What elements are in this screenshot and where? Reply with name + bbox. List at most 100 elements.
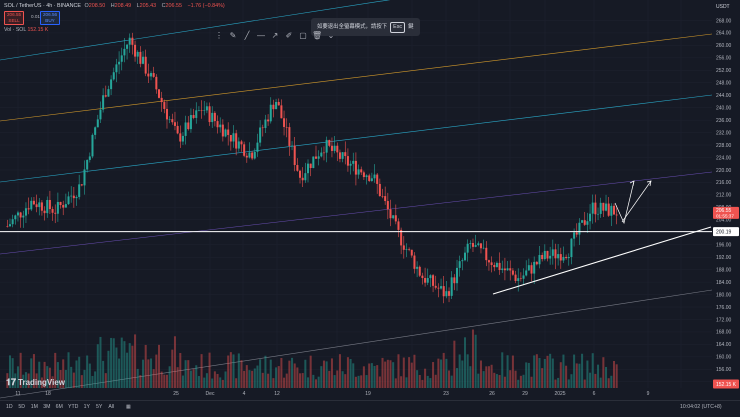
candle-body — [527, 265, 530, 271]
symbol-title[interactable]: SOL / TetherUS · 4h · BINANCE — [4, 3, 81, 9]
buy-button[interactable]: 206.56 BUY — [40, 11, 61, 25]
calendar-icon[interactable]: ▦ — [126, 404, 131, 410]
price-tick-label: 192.00 — [716, 255, 732, 261]
volume-bar — [328, 370, 331, 388]
candle-body — [99, 109, 102, 120]
candle-body — [304, 173, 307, 181]
candle-body — [602, 202, 605, 211]
pen-icon[interactable]: ✎ — [229, 31, 237, 40]
timeframe-1y[interactable]: 1Y — [83, 404, 90, 410]
candle-body — [208, 106, 211, 123]
volume-bar — [62, 359, 65, 388]
time-tick-label: 26 — [489, 391, 495, 397]
candle-body — [477, 243, 480, 246]
sell-button[interactable]: 206.55 SELL — [4, 11, 25, 25]
candle-body — [530, 265, 533, 274]
timeframe-1m[interactable]: 1M — [30, 404, 39, 410]
ray-icon[interactable]: ↗ — [271, 31, 279, 40]
price-tick-label: 224.00 — [716, 155, 732, 161]
candle-body — [27, 208, 30, 210]
candle-body — [94, 127, 97, 135]
volume-bar — [8, 355, 12, 388]
candle-body — [8, 224, 12, 227]
volume-value: 152.15 K — [27, 27, 49, 33]
candle-body — [256, 142, 259, 152]
candle-body — [479, 243, 482, 249]
candle-body — [189, 115, 192, 130]
currency-label[interactable]: USDT — [716, 4, 730, 10]
line-icon[interactable]: ╱ — [244, 31, 250, 40]
volume-bar — [487, 366, 490, 388]
volume-bar — [530, 376, 533, 388]
channel-line-purple — [0, 171, 713, 255]
trash-icon[interactable]: 🗑 — [312, 31, 323, 40]
candle-body — [357, 169, 360, 175]
timeframe-ytd[interactable]: YTD — [68, 404, 79, 410]
collapse-icon[interactable]: ⌄ — [327, 31, 335, 40]
brush-icon[interactable]: ✐ — [285, 31, 293, 40]
volume-bar — [187, 360, 190, 388]
timeframe-3m[interactable]: 3M — [43, 404, 51, 410]
horizontal-line-icon[interactable]: — — [257, 31, 265, 40]
candle-body — [195, 110, 198, 118]
timeframe-5y[interactable]: 5Y — [96, 404, 103, 410]
candle-body — [181, 135, 184, 142]
volume-bars — [6, 329, 618, 388]
candle-body — [610, 205, 613, 216]
candle-body — [605, 203, 608, 211]
volume-bar — [333, 375, 336, 388]
volume-bar — [479, 360, 482, 388]
volume-bar — [402, 357, 405, 388]
candle-body — [22, 215, 25, 218]
candle-body — [541, 254, 544, 260]
timeframe-all[interactable]: All — [108, 404, 115, 410]
volume-bar — [120, 337, 123, 388]
candle-body — [317, 156, 320, 159]
timeframe-5d[interactable]: 5D — [18, 404, 26, 410]
volume-bar — [86, 355, 89, 388]
volume-bar — [509, 370, 512, 388]
timeframe-1d[interactable]: 1D — [6, 404, 13, 410]
clock[interactable]: 10:04:02 (UTC+8) — [680, 404, 722, 410]
candle-body — [261, 127, 264, 129]
candle-body — [578, 222, 581, 235]
volume-bar — [184, 360, 187, 388]
candle-body — [514, 274, 517, 281]
volume-bar — [594, 373, 597, 388]
timeframe-6m[interactable]: 6M — [55, 404, 63, 410]
volume-bar — [511, 355, 514, 388]
candle-body — [392, 215, 395, 219]
volume-bar — [309, 355, 312, 388]
volume-bar — [165, 374, 168, 388]
volume-bar — [56, 362, 59, 388]
volume-bar — [517, 379, 520, 388]
candle-body — [325, 139, 328, 153]
candle-body — [227, 129, 230, 135]
volume-bar — [179, 352, 182, 388]
candle-body — [267, 119, 270, 122]
candle-body — [498, 262, 501, 271]
candle-body — [506, 268, 509, 271]
volume-bar — [384, 361, 387, 388]
volume-bar — [461, 360, 464, 388]
volume-bar — [235, 378, 238, 388]
candle-body — [461, 260, 464, 262]
volume-bar — [213, 371, 216, 388]
grip-icon[interactable]: ⋮ — [215, 31, 223, 40]
candle-body — [314, 156, 318, 159]
volume-bar — [325, 361, 328, 388]
volume-bar — [365, 375, 368, 388]
volume-bar — [578, 363, 581, 388]
volume-bar — [291, 357, 294, 388]
candle-body — [445, 291, 448, 297]
volume-bar — [75, 360, 78, 388]
volume-bar — [490, 364, 493, 388]
candle-body — [205, 106, 208, 111]
candle-body — [237, 141, 240, 149]
candle-body — [533, 261, 536, 274]
volume-bar — [88, 363, 91, 388]
candle-body — [365, 175, 368, 178]
rectangle-icon[interactable]: ▢ — [299, 31, 307, 40]
price-tick-label: 236.00 — [716, 118, 732, 124]
